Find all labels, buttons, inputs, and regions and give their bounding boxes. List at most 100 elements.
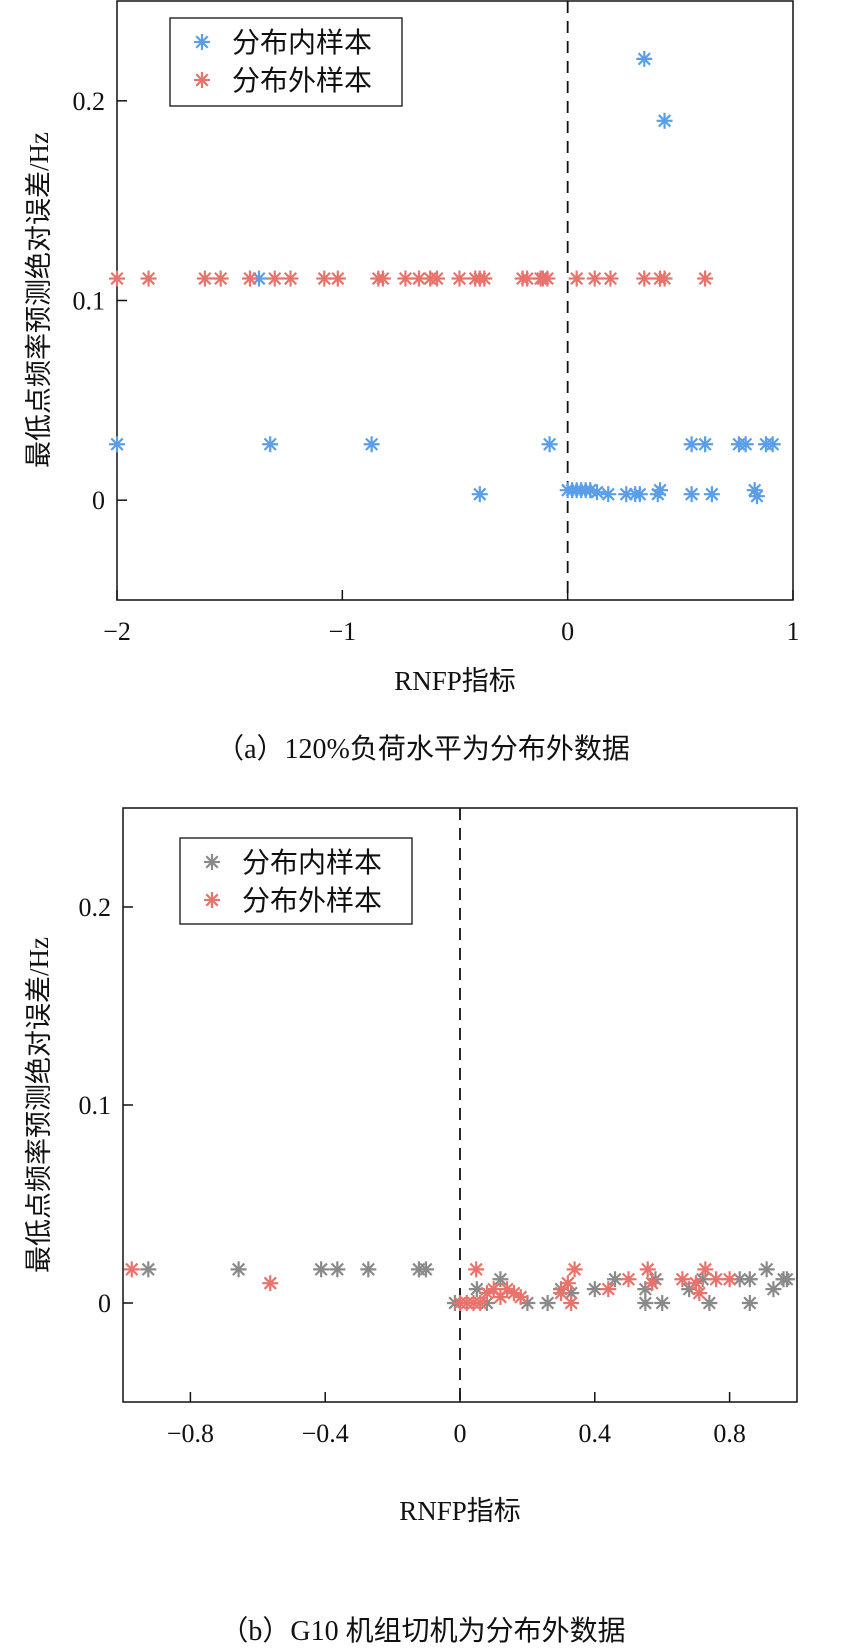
marker-stroke xyxy=(564,1286,578,1300)
data-point xyxy=(636,50,653,67)
marker-stroke xyxy=(698,437,712,451)
marker-stroke xyxy=(487,1282,501,1296)
marker-stroke xyxy=(520,1296,534,1310)
marker-stroke xyxy=(205,855,219,869)
x-tick-label: −1 xyxy=(328,617,356,646)
y-tick-label: 0 xyxy=(98,1289,111,1318)
data-point xyxy=(492,1271,509,1288)
data-point xyxy=(701,1295,718,1311)
marker-stroke xyxy=(743,1272,757,1286)
x-tick-label: 0 xyxy=(454,1419,467,1448)
marker-stroke xyxy=(331,271,345,286)
marker-stroke xyxy=(541,1296,555,1310)
legend-marker xyxy=(194,34,210,50)
marker-stroke xyxy=(330,1262,344,1276)
data-point xyxy=(417,1261,434,1278)
marker-stroke xyxy=(507,1286,521,1300)
x-tick-label: 0 xyxy=(561,617,574,646)
data-point xyxy=(588,484,605,501)
marker-stroke xyxy=(621,1272,636,1286)
data-point xyxy=(363,436,380,453)
legend-marker xyxy=(204,892,220,908)
marker-stroke xyxy=(473,1296,487,1310)
marker-stroke xyxy=(709,1272,723,1286)
marker-stroke xyxy=(685,487,699,501)
data-point xyxy=(374,270,391,287)
data-point xyxy=(600,486,617,503)
data-point xyxy=(741,1295,758,1311)
data-point xyxy=(656,270,673,287)
marker-stroke xyxy=(419,1262,433,1276)
chart-a: （a）120%负荷水平为分布外数据 RNFP指标 最低点频率预测绝对误差/Hz … xyxy=(24,0,800,765)
marker-stroke xyxy=(583,483,597,497)
series-1 xyxy=(109,270,714,287)
marker-stroke xyxy=(658,114,672,128)
marker-stroke xyxy=(243,271,257,286)
marker-stroke xyxy=(500,1282,514,1296)
marker-stroke xyxy=(554,1286,568,1300)
y-tick-label: 0.1 xyxy=(79,1091,112,1120)
marker-stroke xyxy=(733,1272,747,1286)
marker-stroke xyxy=(232,1262,246,1276)
marker-stroke xyxy=(608,1272,622,1286)
marker-stroke xyxy=(637,52,651,66)
marker-stroke xyxy=(398,271,412,286)
data-point xyxy=(313,1261,330,1278)
marker-stroke xyxy=(470,1282,484,1296)
chart-b: （b）G10 机组切机为分布外数据 RNFP指标 最低点频率预测绝对误差/Hz … xyxy=(24,807,798,1647)
marker-stroke xyxy=(283,271,298,286)
data-point xyxy=(568,270,585,287)
data-point xyxy=(472,1295,489,1311)
data-point xyxy=(721,1271,738,1288)
marker-stroke xyxy=(723,1272,737,1286)
data-point xyxy=(566,1261,583,1278)
legend-box xyxy=(179,837,413,925)
x-tick-label: −0.4 xyxy=(302,1419,349,1448)
marker-stroke xyxy=(698,271,712,286)
data-point xyxy=(652,482,669,499)
x-tick-label: −2 xyxy=(103,617,131,646)
data-point xyxy=(109,270,125,287)
marker-stroke xyxy=(685,437,699,451)
marker-stroke xyxy=(766,1282,780,1296)
marker-stroke xyxy=(743,1296,757,1310)
data-point xyxy=(765,1281,782,1298)
marker-stroke xyxy=(601,487,615,501)
marker-stroke xyxy=(473,487,487,501)
marker-stroke xyxy=(125,1262,139,1276)
data-point xyxy=(329,1261,346,1278)
data-point xyxy=(468,1261,485,1278)
marker-stroke xyxy=(514,1290,528,1304)
marker-stroke xyxy=(689,1276,703,1290)
legend-marker xyxy=(204,854,220,870)
series-0 xyxy=(109,50,781,505)
data-point xyxy=(631,486,648,503)
y-tick-label: 0.2 xyxy=(73,87,106,116)
data-point xyxy=(539,270,556,287)
marker-stroke xyxy=(520,271,534,286)
data-point xyxy=(196,270,213,287)
marker-stroke xyxy=(702,1296,716,1310)
legend-label: 分布内样本 xyxy=(242,847,382,879)
data-point xyxy=(748,488,765,505)
data-point xyxy=(519,270,536,287)
series-0 xyxy=(140,1261,795,1311)
data-point xyxy=(230,1261,247,1278)
marker-stroke xyxy=(142,271,156,286)
marker-stroke xyxy=(543,437,557,451)
marker-stroke xyxy=(564,1296,578,1310)
data-point xyxy=(539,1295,556,1311)
data-point xyxy=(428,270,445,287)
data-point xyxy=(644,1275,661,1292)
marker-stroke xyxy=(376,271,390,286)
x-tick-label: 1 xyxy=(787,617,800,646)
legend-label: 分布外样本 xyxy=(242,885,382,917)
data-point xyxy=(637,1295,654,1311)
marker-stroke xyxy=(110,271,124,286)
marker-stroke xyxy=(637,271,651,286)
data-point xyxy=(212,270,229,287)
marker-stroke xyxy=(588,1282,602,1296)
data-point xyxy=(600,1281,617,1298)
marker-stroke xyxy=(110,437,124,451)
data-point xyxy=(410,270,427,287)
